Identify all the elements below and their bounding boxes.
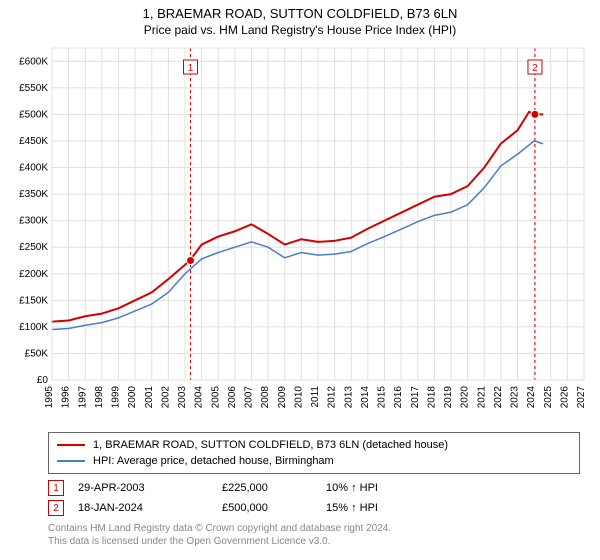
legend-swatch-hpi [57, 460, 85, 462]
svg-text:2022: 2022 [493, 386, 504, 409]
svg-text:1999: 1999 [111, 386, 122, 409]
svg-text:£150K: £150K [19, 295, 48, 306]
footer-line-1: Contains HM Land Registry data © Crown c… [48, 522, 580, 535]
transaction-price: £500,000 [222, 502, 312, 514]
svg-text:1998: 1998 [94, 386, 105, 409]
svg-text:1996: 1996 [61, 386, 72, 409]
svg-text:1995: 1995 [44, 386, 55, 409]
footer-line-2: This data is licensed under the Open Gov… [48, 535, 580, 548]
svg-text:2007: 2007 [244, 386, 255, 409]
svg-text:2: 2 [532, 63, 538, 74]
svg-text:2021: 2021 [476, 386, 487, 409]
svg-text:£350K: £350K [19, 189, 48, 200]
svg-text:2013: 2013 [343, 386, 354, 409]
chart-title-address: 1, BRAEMAR ROAD, SUTTON COLDFIELD, B73 6… [0, 6, 600, 21]
svg-text:2017: 2017 [410, 386, 421, 409]
svg-text:£600K: £600K [19, 56, 48, 67]
svg-text:2006: 2006 [227, 386, 238, 409]
svg-text:2026: 2026 [559, 386, 570, 409]
svg-text:£500K: £500K [19, 109, 48, 120]
svg-text:£450K: £450K [19, 136, 48, 147]
table-row: 1 29-APR-2003 £225,000 10% ↑ HPI [48, 480, 580, 496]
legend-label-price-paid: 1, BRAEMAR ROAD, SUTTON COLDFIELD, B73 6… [93, 437, 448, 453]
chart-area: £0 £50K £100K £150K £200K £250K £300K £350K £400… [8, 44, 592, 424]
svg-text:2023: 2023 [510, 386, 521, 409]
svg-text:£550K: £550K [19, 83, 48, 94]
svg-text:1997: 1997 [77, 386, 88, 409]
legend-item-price-paid: 1, BRAEMAR ROAD, SUTTON COLDFIELD, B73 6… [57, 437, 571, 453]
svg-text:£250K: £250K [19, 242, 48, 253]
svg-text:2014: 2014 [360, 386, 371, 409]
transaction-date: 29-APR-2003 [78, 482, 208, 494]
svg-text:£100K: £100K [19, 322, 48, 333]
svg-text:£0: £0 [37, 375, 49, 386]
svg-text:2000: 2000 [127, 386, 138, 409]
chart-subtitle: Price paid vs. HM Land Registry's House … [0, 23, 600, 37]
svg-text:2008: 2008 [260, 386, 271, 409]
svg-text:2016: 2016 [393, 386, 404, 409]
svg-text:£50K: £50K [25, 348, 49, 359]
svg-text:2018: 2018 [426, 386, 437, 409]
svg-text:2005: 2005 [210, 386, 221, 409]
svg-text:2024: 2024 [526, 386, 537, 409]
table-row: 2 18-JAN-2024 £500,000 15% ↑ HPI [48, 500, 580, 516]
svg-text:1: 1 [188, 63, 194, 74]
svg-text:2025: 2025 [543, 386, 554, 409]
svg-text:2027: 2027 [576, 386, 587, 409]
transaction-table: 1 29-APR-2003 £225,000 10% ↑ HPI 2 18-JA… [48, 480, 580, 516]
svg-text:£300K: £300K [19, 216, 48, 227]
legend-item-hpi: HPI: Average price, detached house, Birm… [57, 453, 571, 469]
svg-text:2001: 2001 [144, 386, 155, 409]
svg-text:2003: 2003 [177, 386, 188, 409]
legend: 1, BRAEMAR ROAD, SUTTON COLDFIELD, B73 6… [48, 432, 580, 474]
svg-text:2019: 2019 [443, 386, 454, 409]
footer-attribution: Contains HM Land Registry data © Crown c… [48, 522, 580, 548]
svg-text:2015: 2015 [377, 386, 388, 409]
svg-text:2010: 2010 [293, 386, 304, 409]
legend-swatch-price-paid [57, 444, 85, 446]
svg-text:£200K: £200K [19, 269, 48, 280]
svg-text:£400K: £400K [19, 163, 48, 174]
transaction-pct-vs-hpi: 10% ↑ HPI [326, 482, 426, 494]
legend-label-hpi: HPI: Average price, detached house, Birm… [93, 453, 334, 469]
transaction-date: 18-JAN-2024 [78, 502, 208, 514]
chart-titles: 1, BRAEMAR ROAD, SUTTON COLDFIELD, B73 6… [0, 0, 600, 37]
price-chart-svg: £0 £50K £100K £150K £200K £250K £300K £350K £400… [8, 44, 592, 424]
transaction-pct-vs-hpi: 15% ↑ HPI [326, 502, 426, 514]
transaction-marker-2: 2 [48, 500, 64, 516]
svg-text:2012: 2012 [327, 386, 338, 409]
svg-text:2009: 2009 [277, 386, 288, 409]
svg-text:2020: 2020 [460, 386, 471, 409]
transaction-price: £225,000 [222, 482, 312, 494]
svg-text:2011: 2011 [310, 386, 321, 408]
transaction-marker-1: 1 [48, 480, 64, 496]
svg-text:2002: 2002 [160, 386, 171, 409]
svg-text:2004: 2004 [194, 386, 205, 409]
